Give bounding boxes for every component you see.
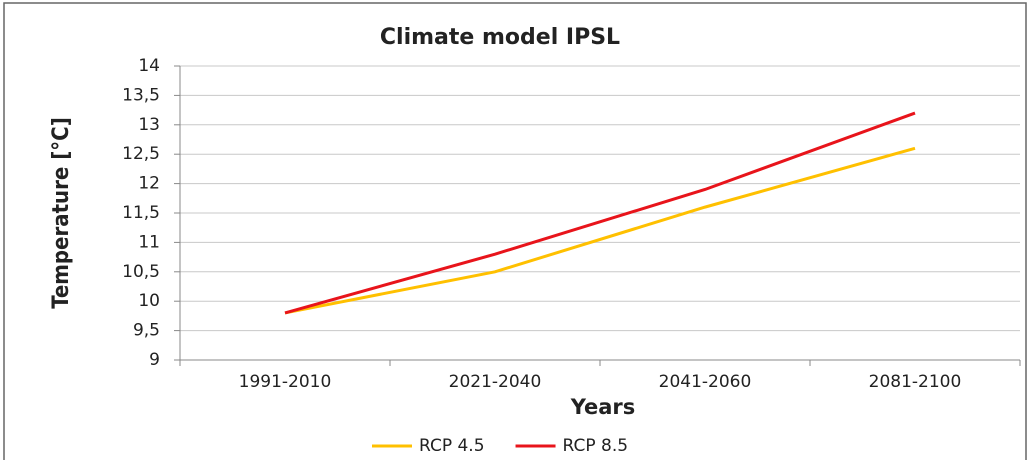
x-axis-title: Years	[570, 395, 636, 419]
legend-label: RCP 4.5	[419, 436, 485, 456]
y-tick-label: 9,5	[133, 321, 160, 341]
y-tick-label: 9	[149, 350, 160, 370]
x-tick-label: 2021-2040	[449, 372, 542, 392]
y-tick-label: 11	[138, 232, 160, 252]
y-tick-label: 14	[138, 56, 160, 76]
y-tick-label: 12	[138, 174, 160, 194]
y-tick-label: 12,5	[122, 144, 160, 164]
y-tick-label: 13,5	[122, 85, 160, 105]
y-axis-title: Temperature [°C]	[49, 117, 74, 309]
y-tick-label: 10,5	[122, 262, 160, 282]
series-line	[284, 111, 916, 315]
chart-title: Climate model IPSL	[380, 25, 620, 50]
y-tick-label: 13	[138, 115, 160, 135]
x-tick-label: 1991-2010	[239, 372, 332, 392]
y-tick-label: 10	[138, 291, 160, 311]
chart-border	[3, 2, 1027, 460]
x-tick-label: 2081-2100	[869, 372, 962, 392]
series-line	[284, 146, 916, 315]
legend-label: RCP 8.5	[563, 436, 629, 456]
y-tick-label: 11,5	[122, 203, 160, 223]
x-tick-label: 2041-2060	[659, 372, 752, 392]
